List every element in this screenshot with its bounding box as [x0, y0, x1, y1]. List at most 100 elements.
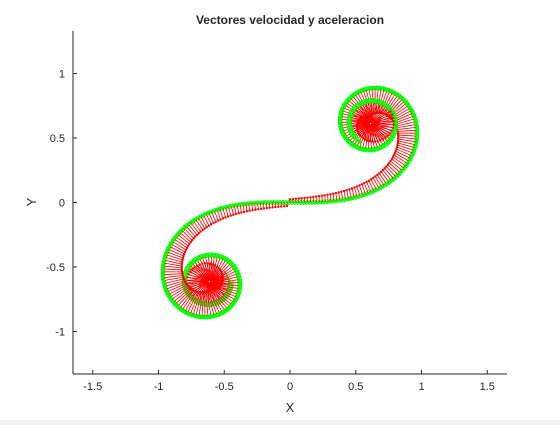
- acceleration-arrowhead: [390, 130, 392, 132]
- acceleration-arrowhead: [219, 218, 221, 220]
- acceleration-arrowhead: [240, 211, 242, 213]
- acceleration-arrowhead: [370, 178, 372, 180]
- acceleration-arrowhead: [196, 234, 198, 236]
- x-tick-label: -1.5: [83, 381, 102, 393]
- acceleration-arrowhead: [201, 229, 203, 231]
- y-tick-label: -1: [55, 326, 65, 338]
- acceleration-arrowhead: [271, 206, 273, 208]
- chart-title: Vectores velocidad y aceleracion: [196, 13, 384, 27]
- acceleration-arrowhead: [243, 211, 245, 213]
- y-tick-label: 1: [59, 69, 65, 81]
- acceleration-arrowhead: [392, 127, 394, 129]
- acceleration-arrowhead: [227, 215, 229, 217]
- acceleration-arrowhead: [200, 230, 202, 232]
- acceleration-arrowhead: [181, 263, 183, 265]
- acceleration-arrowhead: [374, 140, 376, 142]
- acceleration-arrowhead: [374, 175, 376, 177]
- acceleration-vector: [215, 211, 219, 220]
- acceleration-arrowhead: [292, 198, 294, 200]
- acceleration-arrowhead: [229, 214, 231, 216]
- acceleration-vector: [164, 274, 182, 275]
- y-tick-label: -0.5: [46, 262, 65, 274]
- acceleration-arrowhead: [306, 196, 308, 198]
- acceleration-arrowhead: [335, 192, 337, 194]
- acceleration-arrowhead: [295, 198, 297, 200]
- acceleration-arrowhead: [246, 210, 248, 212]
- x-axis-label: X: [286, 400, 295, 415]
- x-tick-label: 1: [418, 381, 424, 393]
- acceleration-vector: [194, 222, 201, 232]
- acceleration-arrowhead: [368, 179, 370, 181]
- acceleration-arrowhead: [353, 186, 355, 188]
- x-tick-label: -1: [154, 381, 164, 393]
- acceleration-arrowhead: [397, 142, 399, 144]
- acceleration-arrowhead: [365, 181, 367, 183]
- acceleration-vector: [373, 178, 379, 188]
- acceleration-arrowhead: [222, 217, 224, 219]
- acceleration-arrowhead: [379, 139, 381, 141]
- acceleration-arrowhead: [321, 195, 323, 197]
- acceleration-vector: [398, 135, 416, 136]
- acceleration-vector: [164, 269, 182, 270]
- acceleration-arrowhead: [289, 198, 291, 200]
- acceleration-arrowhead: [280, 205, 282, 207]
- acceleration-arrowhead: [193, 237, 195, 239]
- acceleration-arrowhead: [194, 235, 196, 237]
- acceleration-arrowhead: [315, 195, 317, 197]
- acceleration-vector: [398, 130, 416, 131]
- acceleration-arrowhead: [376, 174, 378, 176]
- acceleration-vector: [164, 266, 181, 268]
- acceleration-arrowhead: [389, 110, 391, 112]
- acceleration-arrowhead: [337, 191, 339, 193]
- acceleration-arrowhead: [210, 223, 212, 225]
- acceleration-arrowhead: [203, 227, 205, 229]
- acceleration-arrowhead: [265, 207, 267, 209]
- acceleration-arrowhead: [387, 135, 389, 137]
- y-tick-label: 0: [59, 198, 65, 210]
- acceleration-vector: [375, 176, 381, 186]
- acceleration-arrowhead: [343, 190, 345, 192]
- acceleration-arrowhead: [392, 123, 394, 125]
- acceleration-arrowhead: [361, 183, 363, 185]
- acceleration-arrowhead: [356, 185, 358, 187]
- acceleration-arrowhead: [371, 140, 373, 142]
- acceleration-arrowhead: [351, 187, 353, 189]
- acceleration-arrowhead: [363, 182, 365, 184]
- acceleration-arrowhead: [298, 197, 300, 199]
- acceleration-arrowhead: [376, 140, 378, 142]
- acceleration-arrowhead: [224, 216, 226, 218]
- acceleration-vector: [397, 127, 415, 129]
- acceleration-vector: [199, 218, 205, 228]
- acceleration-arrowhead: [303, 197, 305, 199]
- acceleration-arrowhead: [345, 189, 347, 191]
- acceleration-arrowhead: [396, 144, 398, 146]
- acceleration-vector: [379, 173, 386, 183]
- acceleration-arrowhead: [208, 224, 210, 226]
- acceleration-arrowhead: [182, 257, 184, 259]
- acceleration-arrowhead: [301, 197, 303, 199]
- acceleration-arrowhead: [395, 148, 397, 150]
- acceleration-arrowhead: [396, 146, 398, 148]
- acceleration-arrowhead: [181, 259, 183, 261]
- acceleration-arrowhead: [366, 139, 368, 141]
- acceleration-arrowhead: [254, 209, 256, 211]
- acceleration-arrowhead: [251, 209, 253, 211]
- acceleration-arrowhead: [324, 194, 326, 196]
- acceleration-arrowhead: [232, 214, 234, 216]
- acceleration-arrowhead: [358, 184, 360, 186]
- acceleration-arrowhead: [274, 206, 276, 208]
- acceleration-vector: [196, 220, 202, 230]
- acceleration-arrowhead: [332, 193, 334, 195]
- acceleration-vector: [217, 210, 220, 219]
- x-tick-label: -0.5: [215, 381, 234, 393]
- acceleration-arrowhead: [383, 167, 385, 169]
- acceleration-arrowhead: [181, 261, 183, 263]
- acceleration-arrowhead: [206, 226, 208, 228]
- acceleration-arrowhead: [312, 196, 314, 198]
- acceleration-vector: [167, 255, 183, 260]
- acceleration-vector: [164, 275, 182, 277]
- acceleration-arrowhead: [277, 206, 279, 208]
